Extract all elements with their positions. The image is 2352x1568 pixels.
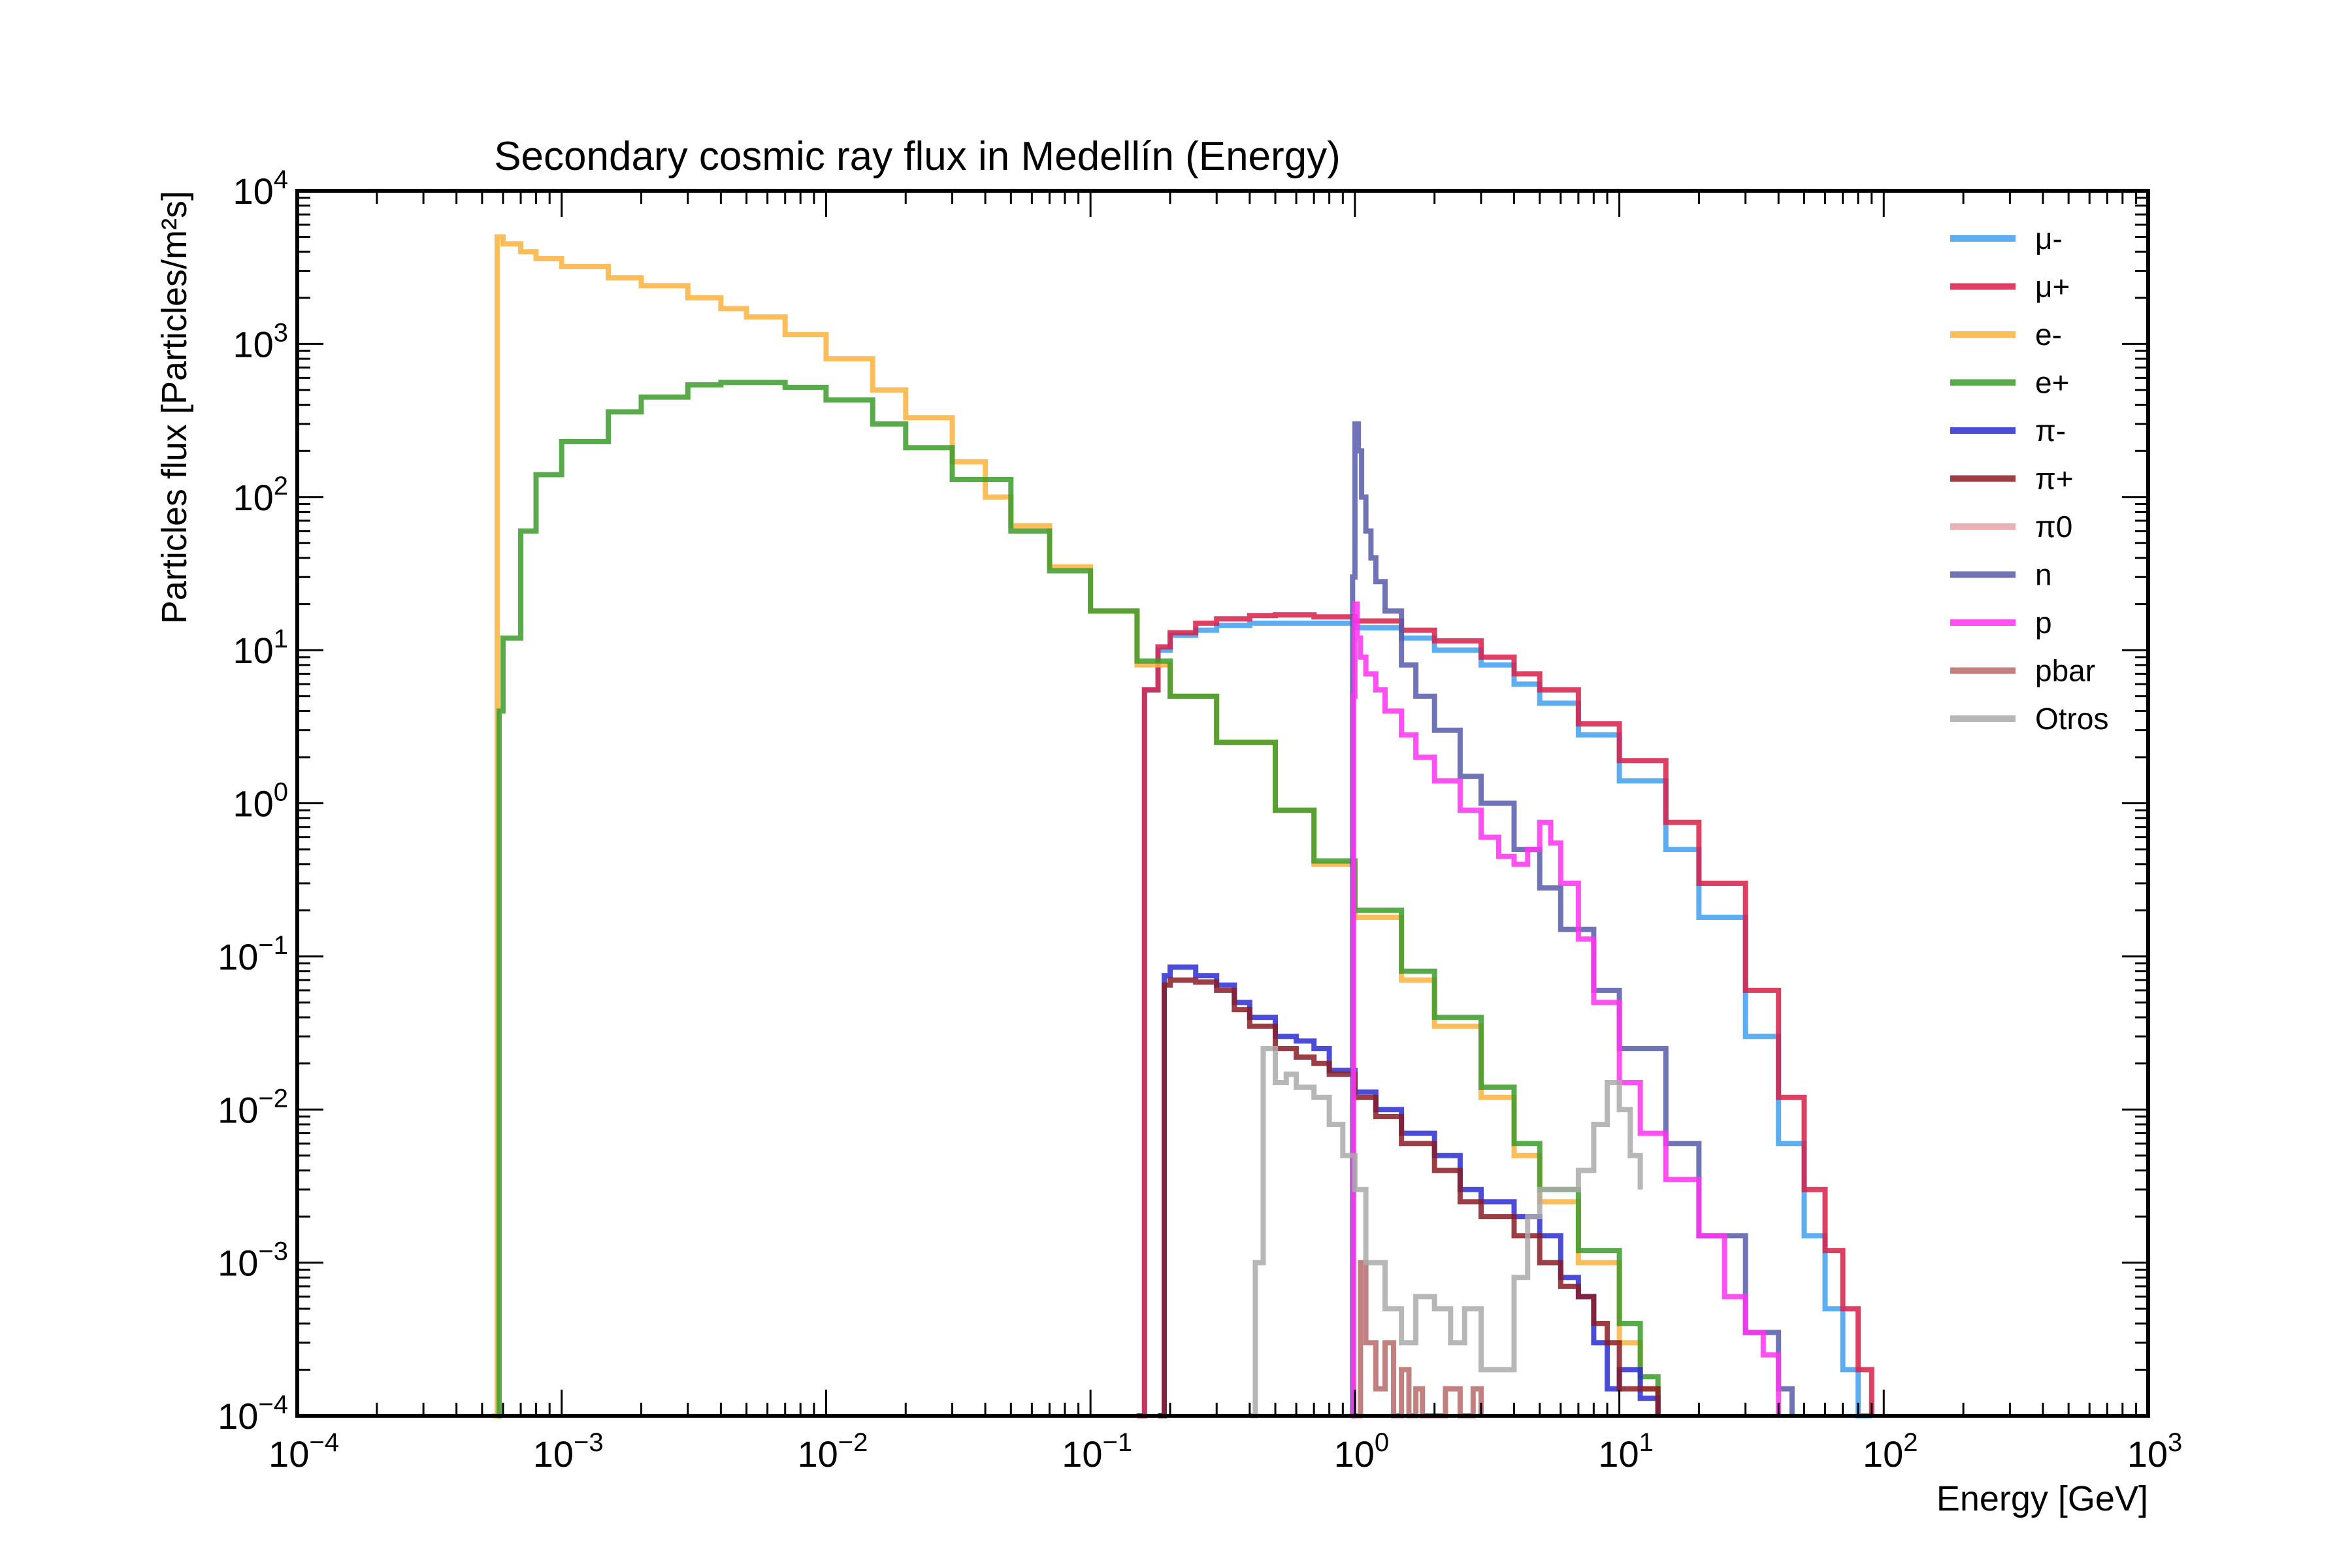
plot-frame bbox=[295, 189, 2150, 1418]
series-line-5 bbox=[1158, 977, 1661, 1418]
y-tick-label: 10−1 bbox=[218, 931, 288, 977]
x-tick-label: 100 bbox=[1334, 1428, 1390, 1475]
series-line-10 bbox=[1249, 1046, 1643, 1418]
legend-label-10: Otros bbox=[2035, 702, 2108, 736]
x-tick-label: 101 bbox=[1598, 1428, 1654, 1475]
legend-label-8: p bbox=[2035, 606, 2052, 640]
x-tick-label: 10−4 bbox=[269, 1428, 339, 1475]
series-line-8 bbox=[1351, 601, 1782, 1418]
x-tick-label: 10−2 bbox=[797, 1428, 868, 1475]
chart-title: Secondary cosmic ray flux in Medellín (E… bbox=[494, 134, 1341, 179]
x-tick-label: 10−3 bbox=[533, 1428, 604, 1475]
x-tick-label: 102 bbox=[1863, 1428, 1918, 1475]
series-line-1 bbox=[1137, 612, 1874, 1418]
x-axis-label: Energy [GeV] bbox=[1936, 1479, 2148, 1518]
y-tick-label: 104 bbox=[233, 165, 288, 212]
y-tick-label: 10−2 bbox=[218, 1084, 288, 1130]
legend-label-5: π+ bbox=[2035, 462, 2074, 496]
y-tick-label: 100 bbox=[233, 778, 288, 825]
legend-label-0: μ- bbox=[2035, 221, 2063, 255]
x-tick-label: 10−1 bbox=[1062, 1428, 1132, 1475]
tick-label-layer: 10−4 10−3 10−2 10−1 100 101 102 103 10−4 10−3 10−2… bbox=[218, 165, 2182, 1475]
y-tick-label: 103 bbox=[233, 318, 288, 365]
y-tick-label: 102 bbox=[233, 472, 288, 518]
series-layer bbox=[493, 234, 1874, 1418]
legend-label-1: μ+ bbox=[2035, 270, 2070, 304]
series-line-9 bbox=[1354, 1260, 1484, 1418]
legend: μ-μ+ e-e+ π-π+ π0 np pbar Otros bbox=[1950, 221, 2108, 736]
legend-label-7: n bbox=[2035, 558, 2052, 592]
y-axis-label: Particles flux [Particles/m²s] bbox=[155, 191, 194, 624]
legend-label-2: e- bbox=[2035, 318, 2062, 351]
legend-label-4: π- bbox=[2035, 414, 2066, 448]
y-tick-label: 10−4 bbox=[218, 1390, 288, 1437]
legend-label-3: e+ bbox=[2035, 366, 2069, 400]
y-tick-label: 101 bbox=[233, 625, 288, 671]
legend-label-9: pbar bbox=[2035, 654, 2095, 688]
y-tick-label: 10−3 bbox=[218, 1237, 288, 1284]
x-tick-label: 103 bbox=[2127, 1428, 2183, 1475]
series-line-3 bbox=[497, 380, 1661, 1418]
legend-label-6: π0 bbox=[2035, 510, 2072, 544]
series-line-7 bbox=[1350, 421, 1795, 1418]
